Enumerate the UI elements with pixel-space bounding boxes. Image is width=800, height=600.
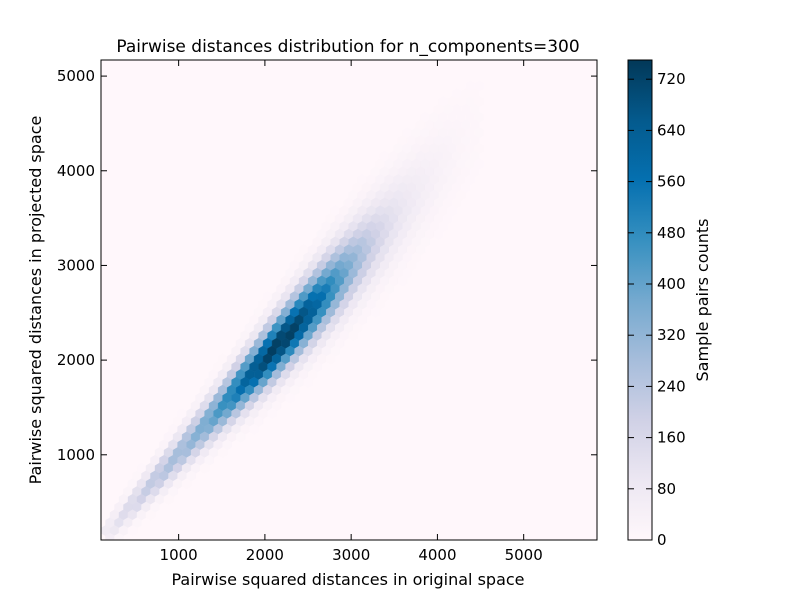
colorbar-tick-label: 160 [657, 429, 686, 447]
plot-frame [100, 59, 598, 541]
y-tick-label: 1000 [57, 446, 95, 464]
colorbar-tick-label: 320 [657, 326, 686, 344]
hexbin-cell [434, 228, 444, 240]
x-tick-label: 1000 [160, 546, 198, 564]
hexbin-cell [303, 376, 313, 388]
hexbin-cell [371, 306, 381, 318]
y-tick-label: 3000 [57, 256, 95, 274]
colorbar-label: Sample pairs counts [693, 219, 712, 382]
colorbar-tick-label: 240 [657, 377, 686, 395]
chart-title: Pairwise distances distribution for n_co… [116, 37, 579, 57]
hexbin-layer [101, 80, 484, 540]
x-tick-label: 3000 [332, 546, 370, 564]
x-tick-label: 5000 [505, 546, 543, 564]
y-tick-label: 2000 [57, 351, 95, 369]
hexbin-cell [285, 392, 295, 404]
hexbin-cell [217, 447, 228, 459]
x-tick-label: 2000 [246, 546, 284, 564]
colorbar-tick-label: 720 [657, 70, 686, 88]
hexbin-cell [105, 532, 115, 540]
y-axis-ticks: 1000 2000 3000 4000 5000 [57, 67, 597, 464]
hexbin-cell [398, 275, 408, 287]
colorbar-gradient [628, 60, 652, 540]
hexbin-cell [235, 431, 246, 443]
colorbar-frame [627, 59, 653, 541]
colorbar-tick-label: 400 [657, 275, 686, 293]
hexbin-cell [199, 462, 210, 474]
x-tick-label: 4000 [418, 546, 456, 564]
y-tick-label: 5000 [57, 67, 95, 85]
colorbar-tick-label: 480 [657, 224, 686, 242]
hexbin-cell [348, 330, 358, 342]
hexbin-cell [326, 353, 336, 365]
hexbin-cell [249, 423, 259, 435]
y-tick-label: 4000 [57, 162, 95, 180]
x-axis-ticks: 1000 2000 3000 4000 5000 [160, 60, 543, 564]
hexbin-cell [267, 408, 277, 420]
x-axis-label: Pairwise squared distances in original s… [171, 570, 524, 589]
hexbin-cell [114, 532, 124, 540]
colorbar-ticks: 0 80 160 240 320 400 480 560 640 720 [628, 70, 686, 549]
hexbin-cell [127, 525, 138, 537]
colorbar-tick-label: 640 [657, 121, 686, 139]
colorbar-tick-label: 80 [657, 480, 676, 498]
colorbar-tick-label: 560 [657, 173, 686, 191]
colorbar-tick-label: 0 [657, 531, 667, 549]
y-axis-label: Pairwise squared distances in projected … [26, 116, 45, 485]
hexbin-cell [145, 509, 156, 521]
hexbin-cell [163, 493, 174, 505]
hexbin-cell [181, 478, 192, 490]
